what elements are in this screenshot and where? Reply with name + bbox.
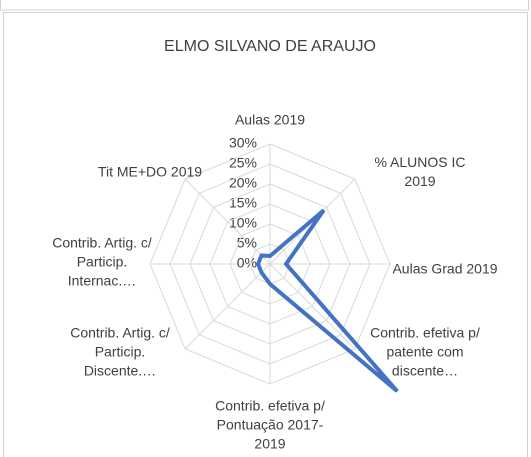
y-tick-label: 20%: [229, 175, 257, 191]
y-tick-label: 30%: [229, 135, 257, 151]
grid-line: [229, 223, 311, 305]
axis-label: Contrib. efetiva p/ patente com discente…: [370, 324, 480, 379]
top-frame: [0, 0, 529, 11]
axis-label: Tit ME+DO 2019: [97, 163, 203, 180]
grid-line: [149, 143, 391, 385]
chart-frame: [3, 12, 528, 457]
y-tick-label: 10%: [229, 215, 257, 231]
y-tick-label: 15%: [229, 195, 257, 211]
axis-label: Contrib. Artig. c/ Particip. Discente.…: [70, 324, 170, 379]
axis-label: % ALUNOS IC 2019: [374, 154, 466, 189]
axis-label: Aulas 2019: [234, 111, 306, 128]
axis-label: Aulas Grad 2019: [392, 260, 498, 277]
axis-label: Contrib. efetiva p/ Pontuação 2017-2019: [215, 397, 325, 452]
y-tick-label: 25%: [229, 155, 257, 171]
grid-line: [189, 183, 351, 345]
y-tick-label: 5%: [237, 235, 257, 251]
series-line: [255, 208, 399, 393]
grid-line: [209, 203, 331, 325]
grid-line: [169, 163, 371, 365]
chart-title: ELMO SILVANO DE ARAUJO: [164, 38, 376, 55]
axis-label: Contrib. Artig. c/ Particip. Internac.…: [52, 234, 152, 289]
y-tick-label: 0%: [237, 255, 257, 271]
